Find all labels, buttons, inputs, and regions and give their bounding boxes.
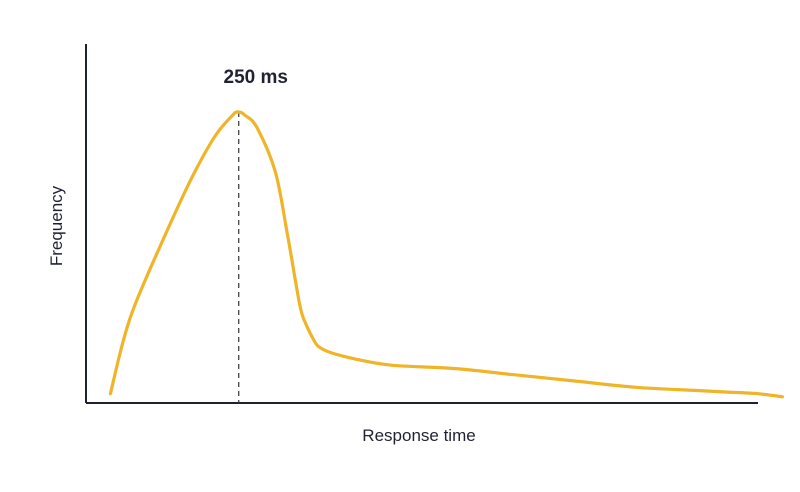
- y-axis-label: Frequency: [47, 185, 66, 266]
- series-line: [108, 110, 784, 399]
- x-axis-label: Response time: [362, 426, 475, 445]
- peak-annotation-label: 250 ms: [224, 67, 288, 88]
- data-points: [110, 112, 782, 397]
